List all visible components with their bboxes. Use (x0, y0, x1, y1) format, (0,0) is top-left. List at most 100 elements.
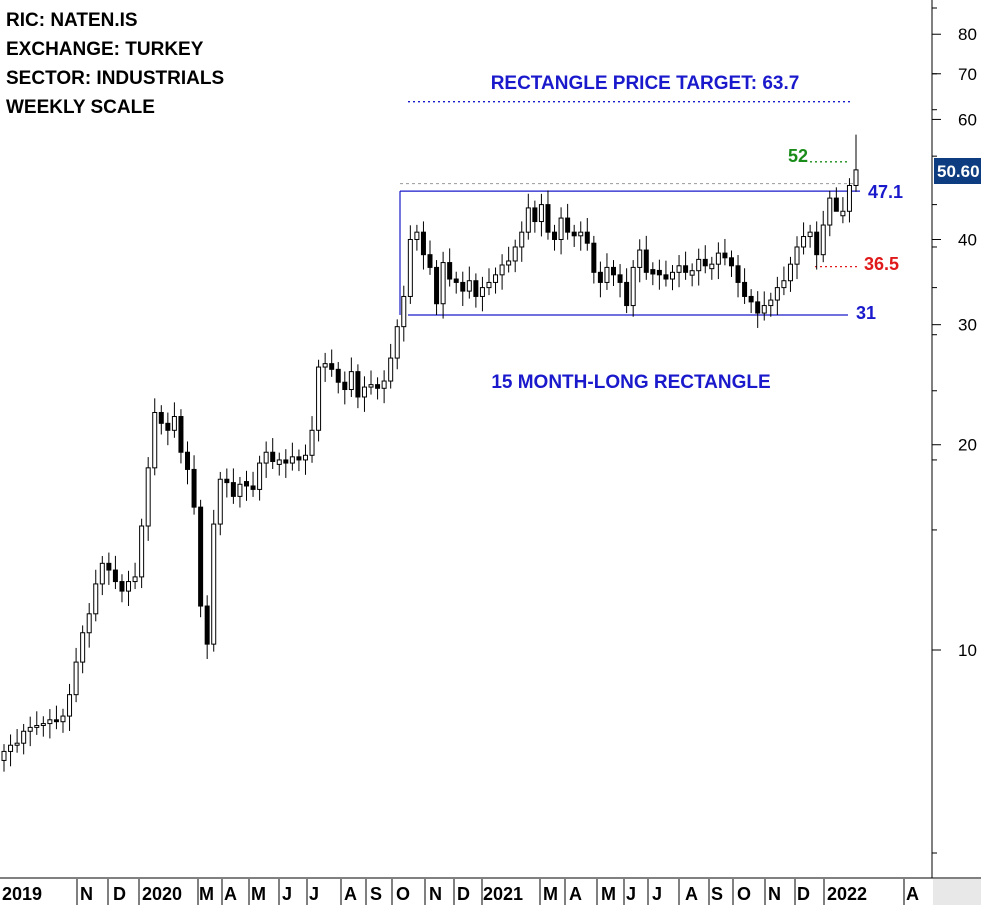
candle-body (316, 366, 322, 431)
candle-body (368, 384, 374, 388)
candle-body (532, 207, 538, 223)
candle-body (794, 246, 800, 265)
candle-body (742, 281, 748, 297)
candle-body (302, 454, 308, 461)
time-axis-label: S (711, 884, 723, 904)
candle-body (375, 384, 381, 389)
candle-body (840, 210, 846, 217)
candle-body (696, 258, 702, 272)
candle-body (335, 368, 341, 383)
time-axis-label: A (906, 884, 919, 904)
time-axis-label: A (569, 884, 582, 904)
candle-body (361, 386, 367, 398)
pullback-label: 36.5 (864, 254, 899, 274)
candle-body (191, 468, 197, 508)
candle-body (381, 380, 387, 389)
candle-body (355, 371, 361, 398)
candle-body (283, 459, 289, 464)
candle-body (178, 416, 184, 453)
candle-body (401, 295, 407, 328)
candle-body (420, 231, 426, 256)
candle-body (86, 613, 92, 634)
candle-body (683, 265, 689, 273)
support-label: 31 (856, 303, 876, 323)
time-axis-label: M (543, 884, 558, 904)
time-axis-label: J (652, 884, 662, 904)
resistance-label: 47.1 (868, 182, 903, 202)
candle-body (630, 266, 636, 307)
candle-body (67, 694, 73, 717)
candle-body (735, 265, 741, 283)
candle-body (656, 269, 662, 276)
candle-body (224, 478, 230, 484)
time-axis: 2019 N D 2020 M A M J J A S O N D 2021 M A M J J A S O N D 2022 A (0, 877, 981, 905)
time-axis-label: 2021 (483, 884, 523, 904)
price-axis-tick-label: 10 (958, 641, 977, 660)
candle-body (689, 270, 695, 276)
candle-body (637, 249, 643, 268)
time-axis-corner (933, 879, 981, 905)
candle-body (21, 730, 27, 744)
candle-body (296, 456, 302, 461)
candle-body (801, 236, 807, 248)
candle-body (119, 581, 125, 592)
candle-body (833, 197, 839, 212)
time-axis-label: A (344, 884, 357, 904)
candle-body (8, 744, 14, 752)
candle-body (348, 371, 354, 391)
candle-body (40, 723, 46, 726)
time-axis-label: N (768, 884, 781, 904)
candle-body (447, 262, 453, 280)
price-axis-tick-label: 20 (958, 436, 977, 455)
candle-body (624, 281, 630, 307)
annotations: RECTANGLE PRICE TARGET: 63.7 52 47.1 36.5 31… (491, 73, 981, 393)
price-axis-tick-label: 70 (958, 65, 977, 84)
time-axis-label: N (80, 884, 93, 904)
candle-body (73, 661, 79, 696)
pattern-label: 15 MONTH-LONG RECTANGLE (491, 372, 770, 393)
candle-body (722, 252, 728, 259)
candle-body (237, 483, 243, 497)
candle-body (145, 467, 151, 527)
candle-body (453, 278, 459, 283)
last-price-label: 50.60 (937, 162, 980, 181)
candle-body (388, 357, 394, 382)
candle-body (440, 262, 446, 305)
candle-body (93, 583, 99, 615)
candle-body (617, 274, 623, 283)
high-mark-label: 52 (788, 146, 808, 166)
price-axis: 10 20 30 40 60 70 80 (931, 0, 977, 878)
candle-body (846, 185, 852, 212)
candle-body (525, 207, 531, 233)
candle-body (342, 381, 348, 391)
candle-body (407, 238, 413, 297)
candle-body (270, 451, 276, 462)
candle-body (479, 287, 485, 297)
candle-body (814, 231, 820, 256)
candle-body (827, 197, 833, 226)
candle-body (27, 726, 33, 732)
candle-body (257, 462, 263, 490)
candle-body (584, 231, 590, 244)
candle-body (493, 274, 499, 283)
candles (1, 134, 859, 772)
candle-body (597, 271, 603, 283)
candle-body (787, 263, 793, 282)
candle-body (820, 224, 826, 256)
candle-body (99, 562, 105, 585)
candle-body (414, 231, 420, 240)
candle-body (578, 231, 584, 237)
candle-body (152, 412, 158, 469)
candle-body (473, 280, 479, 297)
time-axis-label: 2019 (2, 884, 42, 904)
candle-body (309, 429, 315, 456)
candle-body (774, 287, 780, 301)
candle-body (512, 246, 518, 262)
candle-body (591, 242, 597, 273)
price-axis-tick-label: 80 (958, 25, 977, 44)
scale-label: WEEKLY SCALE (6, 97, 155, 118)
candle-body (185, 451, 191, 470)
candle-body (853, 169, 859, 186)
candle-body (748, 295, 754, 303)
candle-body (243, 481, 249, 487)
